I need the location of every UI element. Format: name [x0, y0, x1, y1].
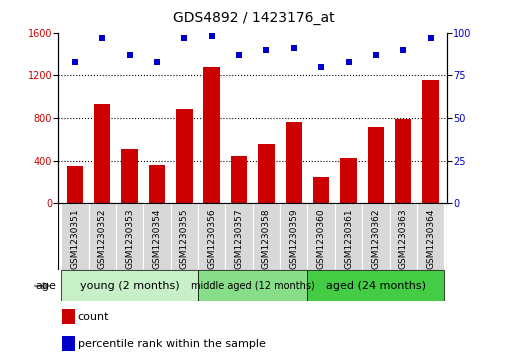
- Text: GSM1230355: GSM1230355: [180, 209, 189, 269]
- Point: [344, 59, 353, 65]
- Text: GSM1230354: GSM1230354: [152, 209, 162, 269]
- Point: [399, 47, 407, 53]
- Bar: [62, 309, 75, 324]
- Bar: [198, 270, 307, 301]
- Bar: [61, 270, 198, 301]
- Point: [372, 52, 380, 58]
- Bar: [362, 203, 390, 270]
- Bar: [368, 126, 384, 203]
- Text: GSM1230362: GSM1230362: [371, 209, 380, 269]
- Text: GSM1230353: GSM1230353: [125, 209, 134, 269]
- Point: [427, 35, 435, 41]
- Bar: [307, 203, 335, 270]
- Text: GSM1230351: GSM1230351: [70, 209, 79, 269]
- Bar: [88, 203, 116, 270]
- Text: GSM1230364: GSM1230364: [426, 209, 435, 269]
- Point: [153, 59, 161, 65]
- Bar: [198, 203, 226, 270]
- Bar: [231, 156, 247, 203]
- Text: GSM1230358: GSM1230358: [262, 209, 271, 269]
- Bar: [313, 177, 329, 203]
- Bar: [280, 203, 307, 270]
- Text: GSM1230352: GSM1230352: [98, 209, 107, 269]
- Bar: [67, 166, 83, 203]
- Bar: [395, 119, 411, 203]
- Bar: [340, 159, 357, 203]
- Bar: [61, 203, 88, 270]
- Point: [290, 45, 298, 51]
- Text: GSM1230361: GSM1230361: [344, 209, 353, 269]
- Bar: [176, 110, 193, 203]
- Point: [125, 52, 134, 58]
- Bar: [204, 67, 220, 203]
- Point: [262, 47, 270, 53]
- Bar: [417, 203, 444, 270]
- Bar: [143, 203, 171, 270]
- Text: GSM1230360: GSM1230360: [316, 209, 326, 269]
- Bar: [253, 203, 280, 270]
- Point: [208, 33, 216, 39]
- Bar: [226, 203, 253, 270]
- Text: age: age: [35, 281, 56, 291]
- Bar: [423, 79, 439, 203]
- Point: [235, 52, 243, 58]
- Bar: [62, 336, 75, 351]
- Point: [98, 35, 106, 41]
- Text: young (2 months): young (2 months): [80, 281, 179, 291]
- Text: aged (24 months): aged (24 months): [326, 281, 426, 291]
- Bar: [121, 149, 138, 203]
- Point: [180, 35, 188, 41]
- Text: count: count: [78, 311, 109, 322]
- Bar: [258, 144, 275, 203]
- Text: GSM1230357: GSM1230357: [235, 209, 243, 269]
- Bar: [307, 270, 444, 301]
- Text: percentile rank within the sample: percentile rank within the sample: [78, 339, 266, 349]
- Text: middle aged (12 months): middle aged (12 months): [191, 281, 314, 291]
- Bar: [171, 203, 198, 270]
- Text: GSM1230363: GSM1230363: [399, 209, 408, 269]
- Bar: [335, 203, 362, 270]
- Point: [317, 64, 325, 70]
- Bar: [285, 122, 302, 203]
- Text: GSM1230356: GSM1230356: [207, 209, 216, 269]
- Bar: [390, 203, 417, 270]
- Bar: [116, 203, 143, 270]
- Bar: [94, 104, 110, 203]
- Point: [71, 59, 79, 65]
- Text: GSM1230359: GSM1230359: [289, 209, 298, 269]
- Text: GDS4892 / 1423176_at: GDS4892 / 1423176_at: [173, 11, 335, 25]
- Bar: [149, 165, 165, 203]
